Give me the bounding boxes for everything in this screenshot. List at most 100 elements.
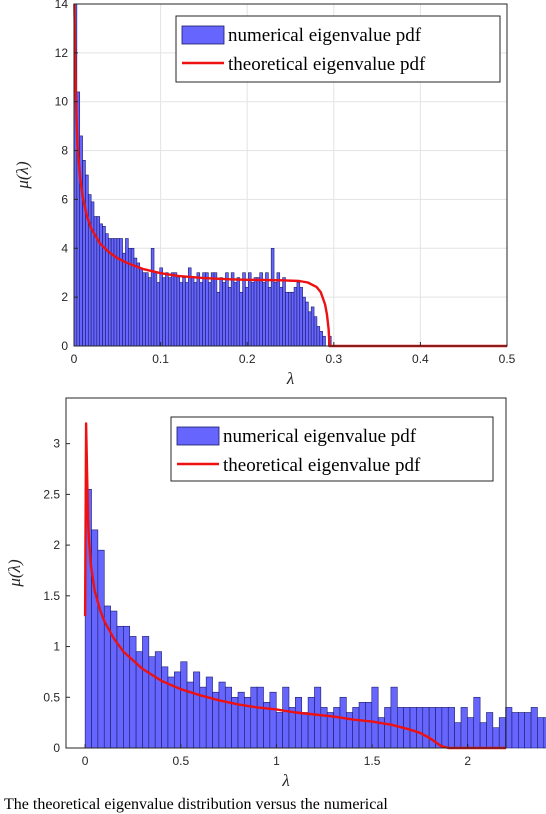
- histogram-bar: [237, 691, 245, 749]
- legend-box: [175, 15, 501, 83]
- histogram-bar: [193, 282, 198, 347]
- legend-label-numerical: numerical eigenvalue pdf: [228, 25, 422, 46]
- histogram-bar: [87, 194, 92, 347]
- histogram-bar: [314, 686, 322, 749]
- histogram-bar: [222, 282, 226, 347]
- histogram-bar: [498, 717, 506, 749]
- histogram-bar: [302, 296, 306, 347]
- histogram-bar: [460, 707, 468, 749]
- legend-bar-swatch: [176, 426, 220, 446]
- histogram-bar: [279, 287, 283, 347]
- histogram-bar: [320, 707, 328, 749]
- x-tick-label: 0.3: [325, 352, 342, 366]
- histogram-bar: [162, 277, 166, 347]
- histogram-bar: [310, 306, 315, 347]
- histogram-bar: [259, 272, 263, 347]
- histogram-bar: [165, 272, 169, 347]
- histogram-bar: [216, 291, 221, 347]
- x-tick-label: 0: [82, 754, 89, 768]
- legend-label-numerical: numerical eigenvalue pdf: [223, 426, 417, 447]
- histogram-bar: [97, 549, 105, 749]
- histogram-bar: [492, 727, 500, 749]
- histogram-bar: [365, 702, 373, 749]
- histogram-bar: [242, 272, 246, 347]
- x-tick-label: 0.2: [239, 352, 256, 366]
- histogram-bar: [225, 272, 229, 347]
- axes-box: [65, 397, 507, 749]
- histogram-bar: [256, 277, 261, 347]
- histogram-bar: [352, 707, 360, 749]
- histogram-bar: [116, 238, 121, 347]
- histogram-bar: [339, 696, 347, 749]
- histogram-bar: [256, 686, 264, 749]
- y-tick-label: 1.5: [43, 589, 60, 603]
- legend-label-theoretical: theoretical eigenvalue pdf: [223, 455, 421, 476]
- histogram-bar: [150, 247, 155, 347]
- x-tick-label: 0: [71, 352, 78, 366]
- histogram-bar: [371, 686, 379, 749]
- histogram-bar: [205, 272, 209, 347]
- histogram-bar: [250, 686, 258, 749]
- histogram-bar: [248, 272, 252, 347]
- histogram-bar: [422, 707, 430, 749]
- histogram-bar: [319, 331, 323, 347]
- y-axis-label: μ(λ): [13, 161, 32, 190]
- histogram-bar: [253, 277, 258, 347]
- x-tick-label: 1.5: [364, 754, 381, 768]
- figure-caption: The theoretical eigenvalue distribution …: [4, 796, 388, 813]
- histogram-bar: [409, 707, 417, 749]
- histogram-bar: [269, 691, 277, 749]
- histogram-bar: [537, 717, 545, 749]
- histogram-bar: [486, 712, 494, 749]
- histogram-bar: [276, 272, 281, 347]
- histogram-bar: [180, 661, 188, 749]
- histogram-bar: [213, 272, 218, 347]
- theoretical-pdf-line: [73, 3, 507, 348]
- legend-bar-swatch: [181, 25, 225, 45]
- histogram-bar: [188, 267, 192, 347]
- histogram-bar: [313, 316, 318, 347]
- histogram-bar: [123, 625, 131, 749]
- histogram-bar: [479, 722, 487, 749]
- histogram-bar: [161, 666, 169, 749]
- histogram-bar: [110, 610, 118, 749]
- y-tick-label: 2: [61, 290, 68, 304]
- histogram-bar: [174, 671, 181, 749]
- histogram-bar: [125, 238, 129, 347]
- figure: 0 0.1 0.2 0.3 0.4 0.502468101214λμ(λ)numerica…: [5, 0, 546, 790]
- histogram-bar: [447, 707, 455, 749]
- histogram-bar: [173, 272, 178, 347]
- y-tick-label: 0.5: [43, 690, 60, 704]
- x-axis-label: λ: [286, 369, 294, 388]
- histogram-bar: [119, 238, 123, 347]
- histogram-bar: [167, 676, 175, 749]
- x-tick-label: 0.1: [152, 352, 169, 366]
- histogram-bar: [473, 696, 481, 749]
- histogram-bar: [296, 282, 301, 347]
- histogram-bar: [154, 651, 162, 749]
- histogram-bar: [96, 216, 101, 347]
- histogram-bar: [148, 656, 156, 749]
- histogram-bar: [156, 282, 161, 347]
- legend-box: [170, 416, 494, 482]
- histogram-bar: [416, 707, 424, 749]
- histogram-bar: [210, 272, 215, 347]
- y-tick-label: 2: [53, 538, 60, 552]
- histogram-bar: [322, 335, 326, 347]
- histogram-bar: [199, 282, 203, 347]
- histogram-bar: [139, 267, 143, 347]
- histogram-bar: [505, 707, 513, 749]
- histogram-bar: [102, 226, 106, 347]
- histogram-bar: [273, 282, 278, 347]
- histogram-bar: [170, 272, 175, 347]
- histogram-bar: [136, 262, 141, 347]
- x-tick-label: 0.5: [172, 754, 189, 768]
- histogram-bar: [262, 282, 266, 347]
- histogram-bar: [295, 696, 303, 749]
- histogram-bar: [511, 712, 519, 749]
- y-tick-label: 8: [61, 144, 68, 158]
- x-tick-label: 2: [464, 754, 471, 768]
- x-tick-label: 1: [273, 754, 280, 768]
- theoretical-pdf-line: [83, 422, 506, 750]
- histogram-bar: [90, 201, 95, 347]
